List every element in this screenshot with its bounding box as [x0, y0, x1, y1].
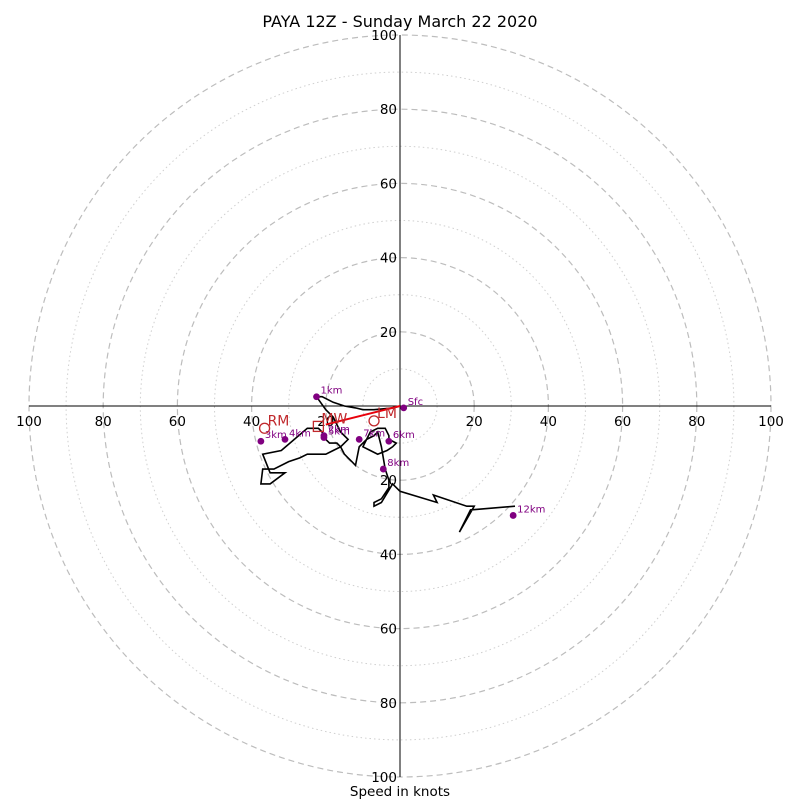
height-marker-12km-label: 12km [517, 504, 545, 515]
height-marker-7km-dot [355, 435, 363, 443]
tick-label-left-60: 60 [169, 414, 186, 430]
tick-label-right-20: 20 [466, 414, 483, 430]
tick-labels: 100 80 60 40 20 20 40 60 80 100204060801002040608… [16, 28, 784, 786]
storm-motion-rm-marker [258, 422, 271, 434]
storm-motion-rm-label: RM [268, 413, 290, 429]
height-marker-6km-dot [385, 437, 393, 445]
height-marker-12km-dot [509, 512, 517, 519]
tick-label-up-40: 40 [380, 251, 397, 267]
storm-motion-lm-marker [368, 415, 380, 427]
mean-wind-shear [325, 405, 401, 426]
hodograph-trace [259, 395, 516, 533]
tick-label-up-80: 80 [380, 102, 397, 118]
tick-label-right-40: 40 [540, 414, 557, 430]
storm-motion-lm-label: LM [377, 406, 397, 422]
tick-label-up-100: 100 [371, 28, 397, 44]
tick-label-left-40: 40 [243, 414, 260, 430]
height-marker-3km-dot [257, 437, 265, 445]
storm-motion-mw-label: MW [321, 411, 347, 427]
tick-label-down-80: 80 [380, 696, 397, 712]
height-marker-5km-label: 5km [328, 427, 350, 438]
tick-label-right-100: 100 [758, 414, 784, 430]
tick-label-up-60: 60 [380, 176, 397, 192]
height-marker-4km-label: 4km [289, 428, 311, 439]
height-marker-8km-label: 8km [387, 458, 409, 469]
height-marker-8km-dot [379, 465, 387, 473]
tick-label-left-20: 20 [317, 414, 334, 430]
hodograph-line [259, 395, 516, 533]
height-marker-6km-label: 6km [393, 430, 415, 441]
tick-label-up-20: 20 [380, 325, 397, 341]
height-marker-1km-dot [313, 393, 320, 401]
tick-label-down-100: 100 [371, 770, 397, 786]
shear-vector-line [325, 405, 401, 426]
storm-motion-mw-marker [312, 420, 325, 433]
height-marker-4km-dot [281, 435, 289, 443]
tick-label-down-60: 60 [380, 622, 397, 638]
tick-label-left-100: 100 [16, 414, 42, 430]
height-markers: Sfc 1km 2km 3km 4km 5km 6km 7km 8km 12km [257, 386, 545, 519]
tick-label-right-60: 60 [614, 414, 631, 430]
chart-title: PAYA 12Z - Sunday March 22 2020 [262, 12, 537, 31]
height-marker-sfc-dot [400, 404, 408, 412]
x-axis-label: Speed in knots [350, 784, 450, 800]
storm-motions: RM LM MW [258, 406, 397, 434]
tick-label-left-80: 80 [95, 414, 112, 430]
height-marker-3km-label: 3km [265, 430, 287, 441]
height-marker-5km-dot [320, 434, 328, 441]
height-marker-2km-label: 2km [328, 425, 350, 436]
tick-label-down-40: 40 [380, 547, 397, 563]
height-marker-1km-label: 1km [321, 386, 343, 397]
tick-label-right-80: 80 [688, 414, 705, 430]
height-marker-sfc-label: Sfc [408, 397, 423, 408]
height-marker-7km-label: 7km [363, 428, 385, 439]
